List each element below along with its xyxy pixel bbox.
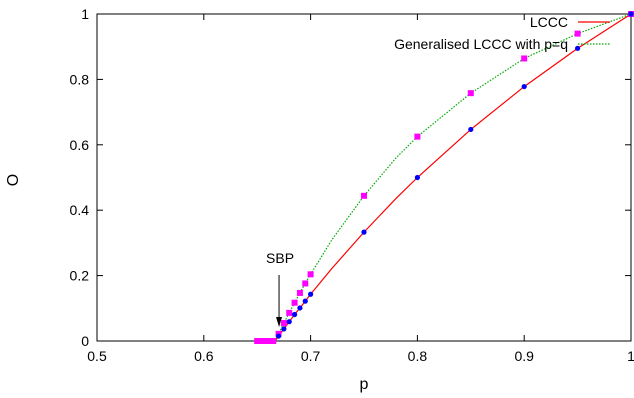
dot-point	[302, 298, 308, 304]
legend-label-lccc: LCCC	[530, 14, 568, 30]
square-point	[307, 271, 314, 278]
square-point	[254, 338, 261, 344]
square-point	[296, 289, 303, 296]
ticks: 0.5 0.6 0.7 0.8 0.9 1 0 0.2 0.4 0.6 0.8 1	[70, 6, 634, 364]
x-tick-label: 0.8	[408, 348, 428, 364]
x-tick-label: 1	[627, 348, 634, 364]
x-tick-label: 0.9	[514, 348, 534, 364]
legend: LCCC Generalised LCCC with p=q	[394, 14, 610, 52]
series-line-0	[274, 13, 632, 342]
square-point	[280, 320, 287, 327]
y-axis-label: O	[5, 174, 22, 186]
legend-label-generalised: Generalised LCCC with p=q	[394, 36, 568, 52]
x-axis-label: p	[360, 376, 369, 393]
y-tick-label: 0	[81, 333, 89, 349]
plot-frame	[96, 13, 632, 342]
square-point	[291, 299, 298, 306]
square-point	[414, 133, 421, 140]
dot-point	[575, 45, 581, 51]
x-tick-label: 0.7	[301, 348, 321, 364]
square-point	[259, 338, 266, 344]
dot-point	[275, 333, 282, 339]
square-point	[264, 338, 271, 344]
x-tick-label: 0.6	[194, 348, 214, 364]
square-point	[574, 30, 581, 37]
square-point	[286, 309, 293, 316]
dot-point	[308, 291, 314, 297]
dot-point	[628, 11, 634, 17]
dot-point	[521, 83, 527, 90]
square-point	[467, 90, 474, 97]
square-point	[302, 280, 309, 287]
square-point	[361, 192, 367, 199]
y-tick-label: 0.2	[70, 268, 90, 284]
square-point	[270, 338, 277, 344]
sbp-arrow-head	[276, 317, 283, 327]
dot-point	[414, 174, 420, 181]
dot-point	[468, 126, 474, 133]
y-tick-label: 1	[81, 6, 89, 22]
y-tick-label: 0.6	[70, 137, 90, 153]
dot-point	[286, 319, 292, 325]
square-point	[521, 55, 528, 62]
y-tick-label: 0.8	[70, 71, 90, 87]
y-tick-label: 0.4	[70, 202, 90, 218]
series-line-1	[274, 13, 632, 342]
dot-point	[291, 311, 298, 318]
dot-point	[281, 326, 287, 332]
sbp-label: SBP	[266, 250, 294, 266]
dot-point	[361, 229, 367, 235]
annotation-layer: SBP	[266, 250, 294, 327]
dot-point	[297, 305, 303, 311]
x-tick-label: 0.5	[87, 348, 107, 364]
series-layer	[254, 11, 634, 344]
